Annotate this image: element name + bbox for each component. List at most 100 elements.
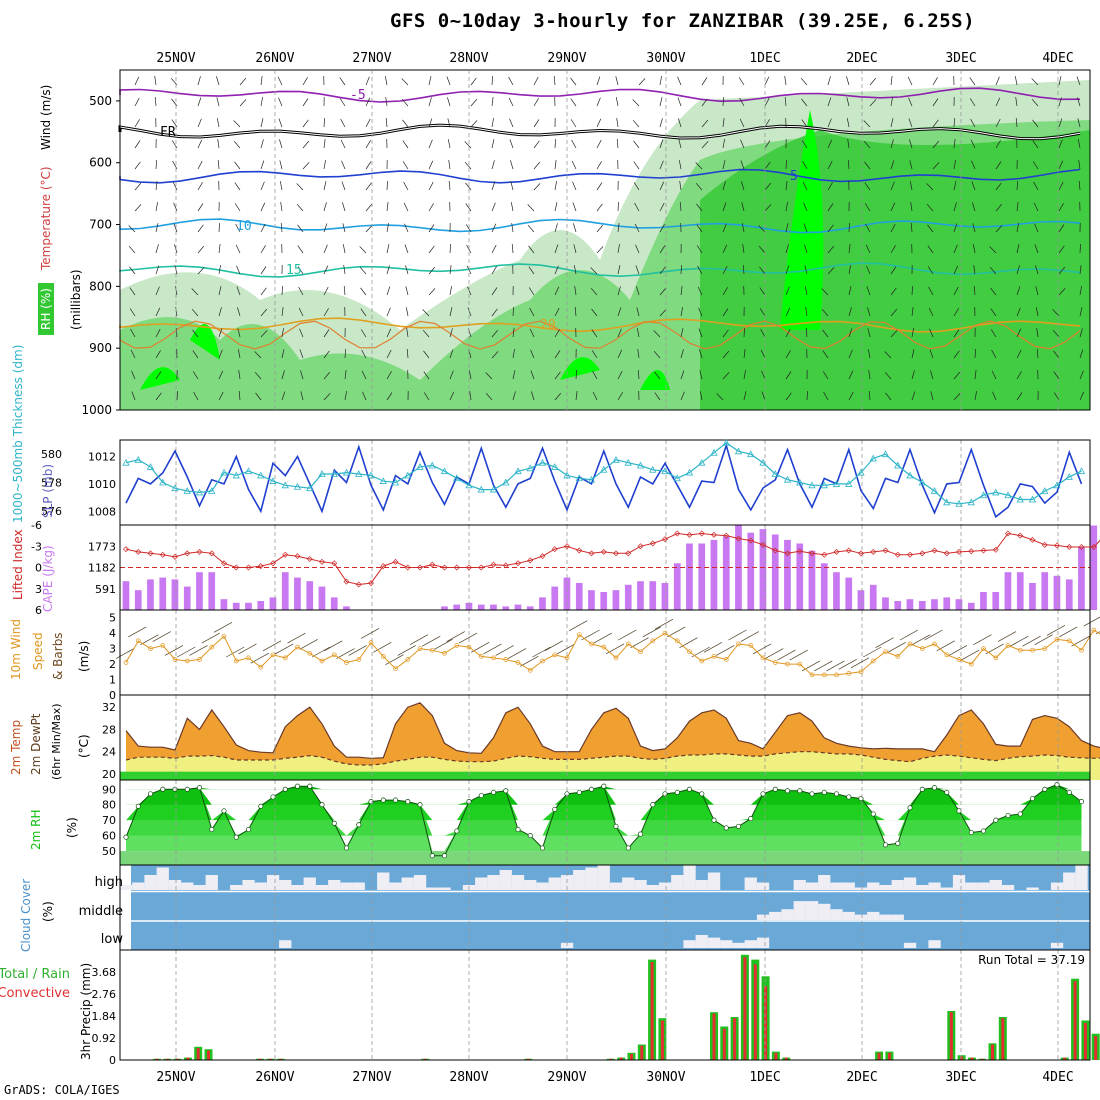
temp-line xyxy=(125,702,1100,759)
wind-barb xyxy=(863,140,871,149)
wind-barb xyxy=(511,223,514,233)
wind-speed-marker xyxy=(821,672,827,678)
wind-barb xyxy=(403,202,409,212)
cape-bar xyxy=(269,597,277,610)
thickness-marker xyxy=(783,475,792,483)
wind-barb-10m xyxy=(593,632,612,644)
wind-barb xyxy=(741,223,745,233)
wind-speed-marker xyxy=(478,654,484,659)
wind-barb xyxy=(428,97,432,107)
wind-barb xyxy=(1034,244,1039,254)
wind-barb xyxy=(323,308,329,317)
wind-speed-marker xyxy=(711,654,717,659)
wind-barb xyxy=(528,245,535,254)
wind-barb xyxy=(467,307,472,317)
wind-barb xyxy=(340,118,346,128)
rh-marker xyxy=(282,786,288,792)
wind-barb xyxy=(907,76,913,86)
upper-air-frame xyxy=(119,69,1091,411)
cloud-bar xyxy=(867,911,880,920)
cape-bar xyxy=(257,601,265,610)
wind-barb xyxy=(911,328,914,338)
cape-bar xyxy=(833,572,840,610)
thickness-marker xyxy=(183,487,191,494)
li-marker xyxy=(441,564,448,571)
rh-marker xyxy=(1029,795,1036,802)
wind-barb xyxy=(890,266,897,275)
wind-barb xyxy=(323,139,326,149)
cloud-bar xyxy=(854,887,868,890)
rh-marker xyxy=(944,789,950,795)
wind-barb xyxy=(722,181,726,191)
cloud-bar xyxy=(695,935,708,948)
wind-barb xyxy=(491,97,494,107)
cloud-bar xyxy=(230,885,243,890)
wind-barb xyxy=(590,287,598,296)
wind-barb xyxy=(344,391,347,401)
li-marker xyxy=(539,553,546,560)
wind-barb-10m xyxy=(336,648,355,659)
wind-barb xyxy=(972,202,976,212)
wind-barb xyxy=(995,97,1001,107)
wind-barb xyxy=(758,245,766,254)
cloud-bar xyxy=(842,911,855,920)
wind-barb xyxy=(759,308,766,317)
wind-barb xyxy=(932,119,939,128)
wind-barb xyxy=(323,350,330,359)
wind-barb xyxy=(323,223,328,233)
thickness-marker xyxy=(894,461,902,469)
thickness-marker xyxy=(171,484,179,492)
wind-barb xyxy=(323,265,329,275)
wind-speed-marker xyxy=(846,671,852,676)
precip-conv-bar xyxy=(743,957,747,1060)
li-marker xyxy=(1066,543,1073,550)
rh-marker xyxy=(343,845,350,851)
wind-barb xyxy=(342,244,346,254)
cloud-bar xyxy=(707,937,721,948)
wind-barb xyxy=(806,390,808,401)
ytick-label-thickness: 580 xyxy=(41,448,62,461)
wind-barb xyxy=(530,349,535,359)
cloud-bar xyxy=(340,882,353,890)
wind-barb xyxy=(260,139,264,149)
wind-barb xyxy=(360,287,367,296)
rh-marker xyxy=(270,794,276,800)
thickness-marker xyxy=(208,487,216,494)
wind-barb xyxy=(953,308,959,317)
wind-barb xyxy=(802,160,808,170)
wind-barb-10m xyxy=(152,631,171,642)
wind-barb xyxy=(884,351,892,359)
rh-marker xyxy=(392,797,399,803)
wind-barb xyxy=(1016,307,1021,317)
wind-barb xyxy=(281,328,284,338)
wind-barb xyxy=(722,329,729,338)
wind-barb xyxy=(701,141,709,149)
wind-barb xyxy=(570,98,577,107)
wind-barb xyxy=(464,161,472,170)
cloud-bar xyxy=(524,880,537,890)
wind-barb xyxy=(969,98,976,107)
wind-barb xyxy=(302,98,309,107)
cloud-bar xyxy=(977,882,990,890)
upper-air-panel xyxy=(38,69,1091,411)
ylabel-2m-rh: 2m RH xyxy=(29,810,43,851)
date-label-bottom: 27NOV xyxy=(352,1070,391,1085)
wind-barb xyxy=(1079,307,1083,317)
precip-conv-bar xyxy=(268,1058,272,1060)
wind-barb xyxy=(739,118,745,128)
wind-barb xyxy=(932,77,938,86)
cloud-bar xyxy=(401,877,414,890)
wind-barb xyxy=(803,202,808,212)
cape-bar xyxy=(183,586,191,610)
wind-speed-marker xyxy=(956,657,962,662)
precip-conv-bar xyxy=(186,1057,190,1060)
wind-barb xyxy=(991,370,997,380)
wind-barb xyxy=(554,138,556,149)
wind-barb xyxy=(617,265,621,275)
wind-barb xyxy=(385,117,388,128)
thickness-line xyxy=(125,442,1082,505)
thickness-marker xyxy=(526,464,534,472)
wind-barb xyxy=(554,286,560,296)
cloud-level-high: high xyxy=(95,875,123,890)
wind-barb xyxy=(615,76,619,86)
